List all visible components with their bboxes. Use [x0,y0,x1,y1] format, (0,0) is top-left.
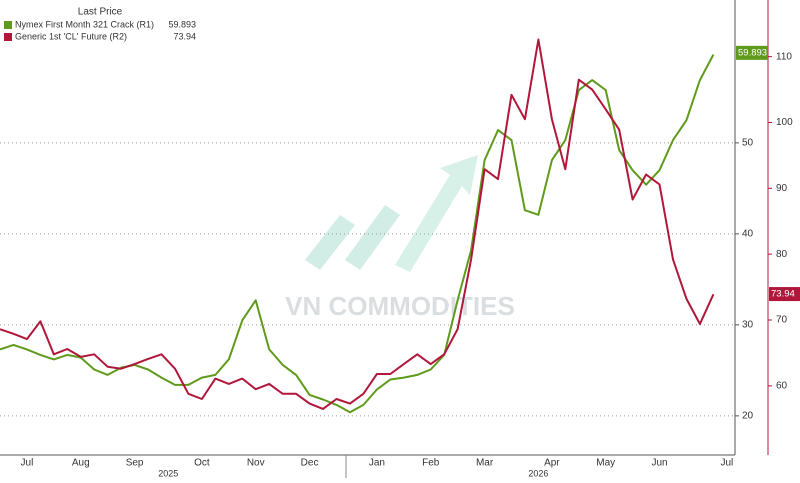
y2-tick-label: 80 [776,249,788,260]
last-value-badge [736,45,768,60]
watermark-shape [395,155,478,272]
y2-tick-label: 60 [776,381,788,392]
x-tick-label: Jan [369,458,385,469]
x-tick-label: Dec [301,458,319,469]
last-value-label: 59.893 [738,47,767,58]
legend-label: Nymex First Month 321 Crack (R1) [15,19,154,29]
last-value-label: 73.94 [771,289,795,300]
x-tick-label: Jul [21,458,34,469]
x-tick-label: Sep [126,458,144,469]
x-tick-label: Feb [422,458,440,469]
watermark: VN COMMODITIES [285,155,515,321]
y-tick-label: 50 [742,138,754,149]
x-tick-label: Jun [651,458,667,469]
series-line [0,38,715,410]
x-tick-label: May [596,458,615,469]
y-tick-label: 40 [742,229,754,240]
x-tick-label: Oct [194,458,210,469]
y2-tick-label: 110 [776,51,792,62]
y-tick-label: 20 [742,411,754,422]
x-tick-label: Jul [720,458,733,469]
y2-tick-label: 70 [776,315,788,326]
watermark-shape [305,215,355,270]
legend: Last Price Nymex First Month 321 Crack (… [0,0,200,46]
year-label: 2026 [528,468,548,478]
legend-swatch [4,21,12,29]
watermark-text: VN COMMODITIES [285,291,515,321]
x-tick-label: Aug [72,458,90,469]
legend-swatch [4,33,12,41]
x-tick-label: Apr [544,458,560,469]
legend-box [0,0,200,46]
last-value-badge [769,287,800,302]
legend-value: 59.893 [168,19,196,29]
y2-tick-label: 90 [776,183,788,194]
y-tick-label: 30 [742,320,754,331]
legend-value: 73.94 [173,31,196,41]
y2-tick-label: 100 [776,117,793,128]
legend-label: Generic 1st 'CL' Future (R2) [15,31,127,41]
x-tick-label: Mar [476,458,494,469]
watermark-shape [345,205,400,270]
legend-title: Last Price [78,7,123,18]
year-label: 2025 [158,468,178,478]
x-tick-label: Nov [247,458,265,469]
